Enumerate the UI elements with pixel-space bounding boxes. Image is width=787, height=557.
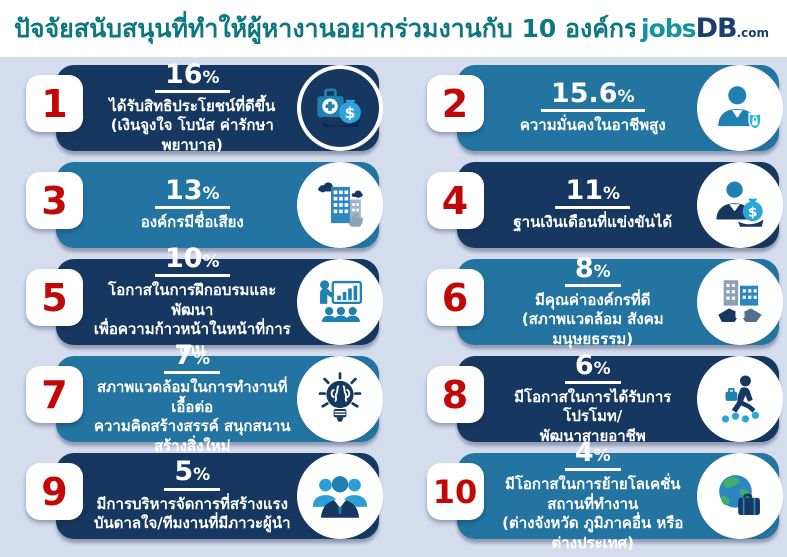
header: ปัจจัยสนับสนุนที่ทำให้ผู้หางานอยากร่วมงา… [0, 0, 787, 57]
factor-text: 13% องค์กรมีชื่อเสียง [92, 162, 293, 248]
factor-card: 7% สภาพแวดล้อมในการทำงานที่เอื้อต่อ ความ… [56, 341, 379, 455]
relocation-icon [701, 457, 779, 535]
factor-item-4: 11% ฐานเงินเดือนที่แข่งขันได้ $ [426, 159, 779, 256]
factor-text: 4% มีโอกาสในการย้ายโลเคชั่นสถานที่ทำงาน … [493, 438, 694, 552]
rank-badge: 4 [426, 172, 484, 229]
factor-card: 6% มีโอกาสในการได้รับการโปรโมท/ พัฒนาสาย… [456, 351, 779, 445]
rank-badge: 1 [26, 75, 83, 132]
factor-line1: ฐานเงินเดือนที่แข่งขันได้ [513, 213, 673, 232]
factor-percent: 6% [564, 351, 621, 384]
company-reputation-icon [300, 166, 379, 244]
rank-badge: 7 [26, 366, 83, 423]
company-values-icon [701, 263, 779, 341]
factor-card: 11% ฐานเงินเดือนที่แข่งขันได้ $ [456, 162, 779, 248]
logo-db-text: DB [695, 13, 738, 44]
medical-benefits-icon: $ [300, 69, 379, 147]
factor-line2: บันดาลใจ/ทีมงานที่มีภาวะผู้นำ [93, 514, 291, 533]
factor-line1: ความมั่นคงในอาชีพสูง [519, 116, 666, 135]
factor-line1: มีคุณค่าองค์กรที่ดี [535, 290, 651, 309]
factor-percent: 4% [564, 438, 621, 472]
factor-text: 5% มีการบริหารจัดการที่สร้างแรง บันดาลใจ… [92, 453, 293, 539]
creative-environment-icon [300, 360, 379, 438]
factor-line1: มีโอกาสในการย้ายโลเคชั่นสถานที่ทำงาน [504, 475, 681, 513]
factor-line1: ได้รับสิทธิประโยชน์ที่ดีขึ้น [109, 96, 276, 115]
factor-item-6: 8% มีคุณค่าองค์กรที่ดี (สภาพแวดล้อม สังค… [426, 254, 779, 353]
factor-line1: องค์กรมีชื่อเสียง [140, 213, 244, 232]
factor-item-7: 7% สภาพแวดล้อมในการทำงานที่เอื้อต่อ ความ… [26, 341, 379, 455]
factor-item-3: 13% องค์กรมีชื่อเสียง [26, 159, 379, 256]
factor-percent: 15.6% [540, 79, 645, 113]
factor-percent: 16% [154, 60, 230, 93]
factor-item-2: 15.6% ความมั่นคงในอาชีพสูง 2 [426, 62, 779, 159]
factor-text: 15.6% ความมั่นคงในอาชีพสูง [493, 65, 694, 151]
rank-badge: 3 [26, 172, 83, 229]
rank-badge: 6 [426, 269, 484, 326]
training-development-icon [300, 263, 379, 341]
factor-line2: (สภาพแวดล้อม สังคม มนุษยธรรม) [521, 310, 664, 348]
factor-line1: โอกาสในการฝึกอบรมและพัฒนา [108, 281, 277, 319]
factor-percent: 11% [555, 176, 631, 210]
rank-badge: 9 [26, 463, 83, 520]
factor-text: 16% ได้รับสิทธิประโยชน์ที่ดีขึ้น (เงินจู… [92, 60, 293, 154]
rank-badge: 10 [426, 463, 484, 520]
factor-card: 15.6% ความมั่นคงในอาชีพสูง [456, 65, 779, 151]
rank-badge: 2 [426, 75, 484, 132]
job-security-icon [701, 69, 779, 147]
factor-text: 6% มีโอกาสในการได้รับการโปรโมท/ พัฒนาสาย… [493, 351, 694, 445]
svg-text:$: $ [748, 204, 757, 220]
factor-text: 11% ฐานเงินเดือนที่แข่งขันได้ [493, 162, 694, 248]
factor-item-9: 5% มีการบริหารจัดการที่สร้างแรง บันดาลใจ… [26, 450, 379, 547]
factor-line2: (เงินจูงใจ โบนัส ค่ารักษาพยาบาล) [110, 116, 274, 154]
factor-line2: เพื่อความก้าวหน้าในหน้าที่การงาน [93, 320, 291, 358]
factor-percent: 5% [164, 458, 221, 491]
promotion-icon [701, 360, 779, 438]
factor-item-8: 6% มีโอกาสในการได้รับการโปรโมท/ พัฒนาสาย… [426, 351, 779, 450]
rank-badge: 8 [426, 366, 484, 423]
logo-jobs-text: jobs [641, 14, 697, 43]
factor-card: 10% โอกาสในการฝึกอบรมและพัฒนา เพื่อความก… [56, 244, 379, 358]
factor-percent: 8% [564, 254, 621, 287]
factor-line2: พัฒนาสายอาชีพ [539, 426, 646, 445]
rank-badge: 5 [26, 269, 83, 326]
factor-line1: สภาพแวดล้อมในการทำงานที่เอื้อต่อ [96, 378, 288, 416]
factor-item-10: 4% มีโอกาสในการย้ายโลเคชั่นสถานที่ทำงาน … [426, 438, 779, 552]
factor-line1: มีการบริหารจัดการที่สร้างแรง [96, 494, 288, 513]
factor-line1: มีโอกาสในการได้รับการโปรโมท/ [514, 387, 672, 426]
factor-card: 13% องค์กรมีชื่อเสียง [56, 162, 379, 248]
svg-text:$: $ [344, 104, 355, 122]
factor-item-5: 10% โอกาสในการฝึกอบรมและพัฒนา เพื่อความก… [26, 244, 379, 358]
factor-text: 7% สภาพแวดล้อมในการทำงานที่เอื้อต่อ ความ… [92, 341, 293, 455]
factors-grid: 16% ได้รับสิทธิประโยชน์ที่ดีขึ้น (เงินจู… [0, 57, 787, 557]
factor-text: 10% โอกาสในการฝึกอบรมและพัฒนา เพื่อความก… [92, 244, 293, 358]
logo-tld-text: .com [736, 26, 769, 40]
factor-line2: ความคิดสร้างสรรค์ สนุกสนาน สร้างสิ่งใหม่ [93, 417, 291, 455]
leadership-team-icon [300, 457, 379, 535]
factor-card: 8% มีคุณค่าองค์กรที่ดี (สภาพแวดล้อม สังค… [456, 254, 779, 348]
factor-card: 4% มีโอกาสในการย้ายโลเคชั่นสถานที่ทำงาน … [456, 438, 779, 552]
factor-item-1: 16% ได้รับสิทธิประโยชน์ที่ดีขึ้น (เงินจู… [26, 60, 379, 159]
factor-card: 5% มีการบริหารจัดการที่สร้างแรง บันดาลใจ… [56, 453, 379, 539]
competitive-salary-icon: $ [701, 166, 779, 244]
factor-card: 16% ได้รับสิทธิประโยชน์ที่ดีขึ้น (เงินจู… [56, 60, 379, 154]
factor-percent: 7% [164, 341, 221, 375]
page-title: ปัจจัยสนับสนุนที่ทำให้ผู้หางานอยากร่วมงา… [14, 13, 636, 43]
factor-percent: 13% [154, 176, 230, 210]
factor-line2: (ต่างจังหวัด ภูมิภาคอื่น หรือ ต่างประเทศ… [502, 514, 684, 552]
factor-percent: 10% [154, 244, 230, 278]
factor-text: 8% มีคุณค่าองค์กรที่ดี (สภาพแวดล้อม สังค… [493, 254, 694, 348]
jobsdb-logo: jobs DB .com [635, 13, 787, 44]
